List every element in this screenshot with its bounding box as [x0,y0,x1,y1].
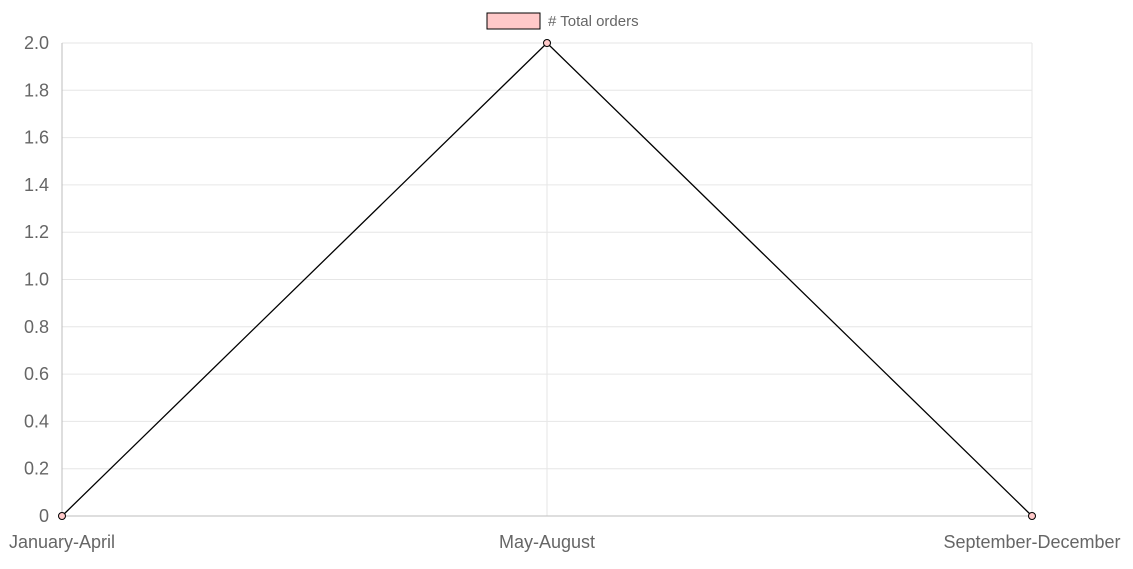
y-tick-label: 0 [39,506,49,526]
data-point[interactable] [1028,512,1036,520]
y-tick-label: 2.0 [24,33,49,53]
x-tick-label: September-December [943,532,1120,552]
y-tick-label: 0.6 [24,364,49,384]
y-tick-label: 0.2 [24,459,49,479]
legend-label[interactable]: # Total orders [548,13,639,30]
y-tick-label: 1.2 [24,222,49,242]
x-tick-label: May-August [499,532,595,552]
x-tick-label: January-April [9,532,115,552]
y-tick-label: 0.4 [24,411,49,431]
x-tick-labels: January-April May-August September-Decembe… [9,532,1121,552]
data-point[interactable] [543,39,551,47]
y-tick-label: 1.0 [24,270,49,290]
grid [61,42,1033,517]
y-tick-label: 1.4 [24,175,49,195]
legend[interactable]: # Total orders [486,12,639,30]
axes [61,43,1032,517]
y-tick-labels: 0 0.2 0.4 0.6 0.8 1.0 1.2 1.4 1.6 1.8 2.0 [24,33,49,526]
y-tick-label: 0.8 [24,317,49,337]
data-point[interactable] [58,512,66,520]
series [58,39,1036,520]
legend-swatch[interactable] [486,12,541,30]
y-tick-label: 1.8 [24,80,49,100]
y-tick-label: 1.6 [24,128,49,148]
